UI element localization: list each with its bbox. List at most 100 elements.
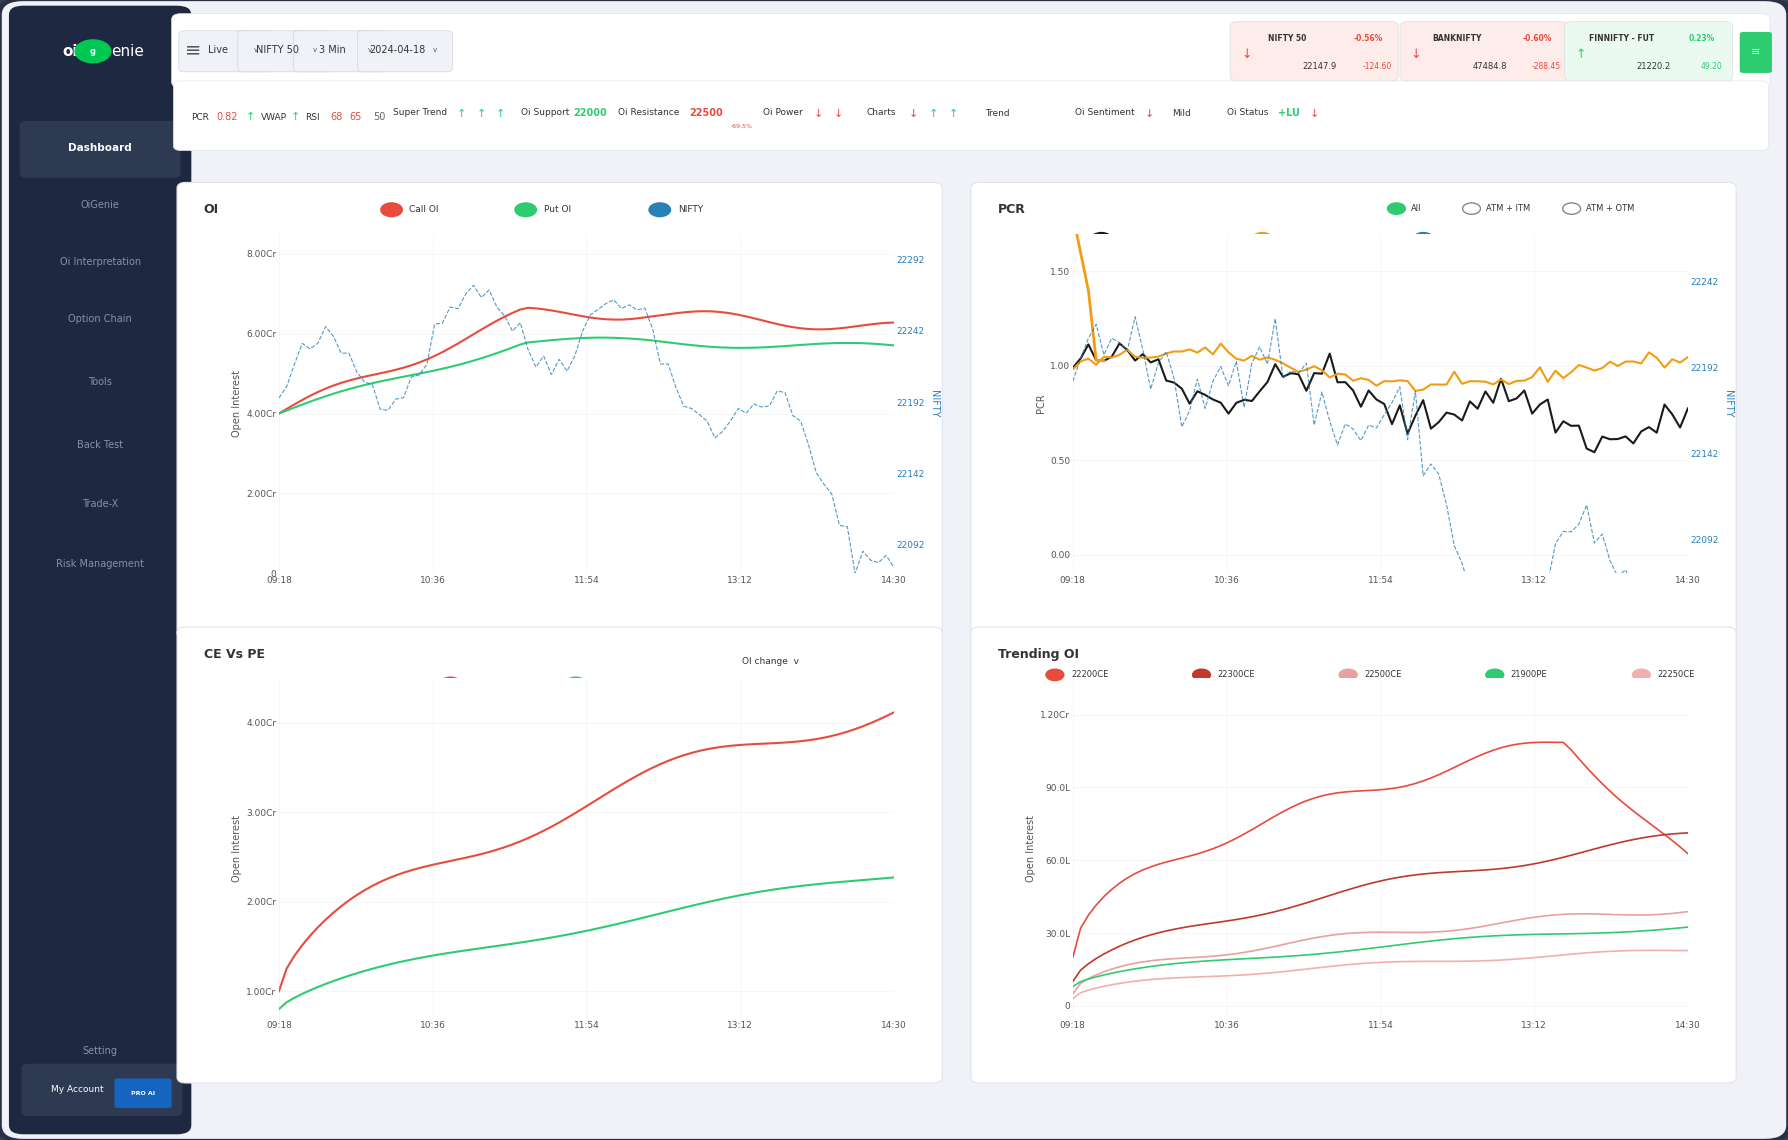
- FancyBboxPatch shape: [293, 31, 388, 72]
- Text: ATM + OTM: ATM + OTM: [1586, 204, 1634, 213]
- Text: 3 Min: 3 Min: [320, 46, 345, 55]
- Text: BANKNIFTY: BANKNIFTY: [1432, 34, 1482, 43]
- FancyBboxPatch shape: [1564, 22, 1733, 81]
- Circle shape: [1091, 233, 1112, 246]
- Text: Mild: Mild: [1173, 109, 1191, 119]
- FancyBboxPatch shape: [971, 627, 1736, 1083]
- Text: ↓: ↓: [1411, 48, 1421, 62]
- Text: ↑: ↑: [290, 113, 300, 122]
- Text: g: g: [89, 47, 97, 56]
- FancyBboxPatch shape: [173, 81, 1768, 150]
- Text: Oi Status: Oi Status: [1227, 108, 1269, 117]
- Text: ↓: ↓: [1309, 109, 1320, 119]
- Text: VWAP: VWAP: [261, 113, 286, 122]
- Text: NIFTY: NIFTY: [678, 205, 703, 214]
- Circle shape: [1252, 233, 1273, 246]
- Text: -69.5%: -69.5%: [731, 124, 753, 129]
- Text: OI change  v: OI change v: [742, 657, 799, 666]
- Text: OiGenie: OiGenie: [80, 201, 120, 210]
- Circle shape: [1413, 233, 1434, 246]
- FancyBboxPatch shape: [1740, 32, 1772, 73]
- Text: Trend: Trend: [985, 109, 1010, 119]
- Text: Oi Support: Oi Support: [520, 108, 570, 117]
- Circle shape: [381, 203, 402, 217]
- Circle shape: [75, 40, 111, 63]
- FancyBboxPatch shape: [21, 1064, 182, 1116]
- Text: PE: PE: [594, 679, 604, 689]
- Text: PCR (Volume): PCR (Volume): [1280, 235, 1341, 244]
- Text: Oi Power: Oi Power: [763, 108, 803, 117]
- Text: 22500CE: 22500CE: [1364, 670, 1402, 679]
- Circle shape: [1193, 669, 1210, 681]
- Y-axis label: Open Interest: Open Interest: [232, 815, 241, 881]
- Text: v: v: [254, 47, 257, 54]
- FancyBboxPatch shape: [172, 14, 1770, 88]
- Text: PCR: PCR: [191, 113, 209, 122]
- FancyBboxPatch shape: [114, 1078, 172, 1108]
- Text: -288.45: -288.45: [1532, 62, 1561, 71]
- Text: OI: OI: [204, 203, 218, 217]
- Circle shape: [649, 203, 670, 217]
- Text: 22000: 22000: [574, 108, 606, 117]
- Text: ↑: ↑: [495, 109, 506, 119]
- Text: -0.56%: -0.56%: [1354, 34, 1382, 43]
- FancyBboxPatch shape: [177, 627, 942, 1083]
- Text: ↓: ↓: [1144, 109, 1155, 119]
- Text: Trade-X: Trade-X: [82, 499, 118, 508]
- Text: Oi Interpretation: Oi Interpretation: [59, 258, 141, 267]
- Text: Option Chain: Option Chain: [68, 315, 132, 324]
- Text: oi: oi: [63, 43, 79, 59]
- Text: -0.60%: -0.60%: [1523, 34, 1552, 43]
- Text: CE Vs PE: CE Vs PE: [204, 648, 265, 661]
- Text: Back Test: Back Test: [77, 440, 123, 449]
- Text: 21220.2: 21220.2: [1636, 62, 1672, 71]
- Text: enie: enie: [111, 43, 143, 59]
- Text: Live: Live: [207, 46, 229, 55]
- Y-axis label: NIFTY: NIFTY: [930, 390, 939, 417]
- Text: 68: 68: [331, 113, 342, 122]
- Text: ↑: ↑: [1575, 48, 1586, 62]
- FancyBboxPatch shape: [687, 643, 885, 679]
- Text: ATM + ITM: ATM + ITM: [1486, 204, 1531, 213]
- Circle shape: [1486, 669, 1504, 681]
- Y-axis label: PCR: PCR: [1035, 393, 1046, 414]
- Text: v: v: [433, 47, 436, 54]
- FancyBboxPatch shape: [177, 182, 942, 638]
- Text: All: All: [1411, 204, 1421, 213]
- Text: ↑: ↑: [476, 109, 486, 119]
- Text: Trending OI: Trending OI: [998, 648, 1078, 661]
- Text: ↓: ↓: [908, 109, 919, 119]
- FancyBboxPatch shape: [358, 31, 452, 72]
- Text: Oi Resistance: Oi Resistance: [619, 108, 679, 117]
- FancyBboxPatch shape: [1400, 22, 1568, 81]
- Text: 22147.9: 22147.9: [1302, 62, 1337, 71]
- Text: 22250CE: 22250CE: [1657, 670, 1695, 679]
- Text: ↑: ↑: [928, 109, 939, 119]
- Text: 0.82: 0.82: [216, 113, 238, 122]
- Text: 2024-04-18: 2024-04-18: [368, 46, 426, 55]
- FancyBboxPatch shape: [1230, 22, 1398, 81]
- Text: Put OI: Put OI: [544, 205, 570, 214]
- Circle shape: [440, 677, 461, 691]
- Text: 0.23%: 0.23%: [1690, 34, 1715, 43]
- Text: Setting: Setting: [82, 1047, 118, 1056]
- FancyBboxPatch shape: [20, 121, 181, 178]
- Text: 22200CE: 22200CE: [1071, 670, 1109, 679]
- Text: 47484.8: 47484.8: [1472, 62, 1507, 71]
- Y-axis label: NIFTY: NIFTY: [1724, 390, 1733, 417]
- Text: My Account: My Account: [50, 1085, 104, 1094]
- Text: Oi Sentiment: Oi Sentiment: [1075, 108, 1135, 117]
- Text: ↑: ↑: [245, 113, 256, 122]
- Text: Dashboard: Dashboard: [68, 144, 132, 153]
- Text: NIFTY 50: NIFTY 50: [1268, 34, 1307, 43]
- Text: PRO AI: PRO AI: [131, 1091, 156, 1096]
- Circle shape: [1632, 669, 1650, 681]
- Text: 49.20: 49.20: [1700, 62, 1722, 71]
- Text: v: v: [368, 47, 372, 54]
- Text: 50: 50: [374, 113, 384, 122]
- FancyBboxPatch shape: [971, 182, 1736, 638]
- Text: ↓: ↓: [833, 109, 844, 119]
- Y-axis label: Open Interest: Open Interest: [232, 370, 241, 437]
- Text: ≡: ≡: [1750, 48, 1761, 57]
- Text: Tools: Tools: [88, 377, 113, 386]
